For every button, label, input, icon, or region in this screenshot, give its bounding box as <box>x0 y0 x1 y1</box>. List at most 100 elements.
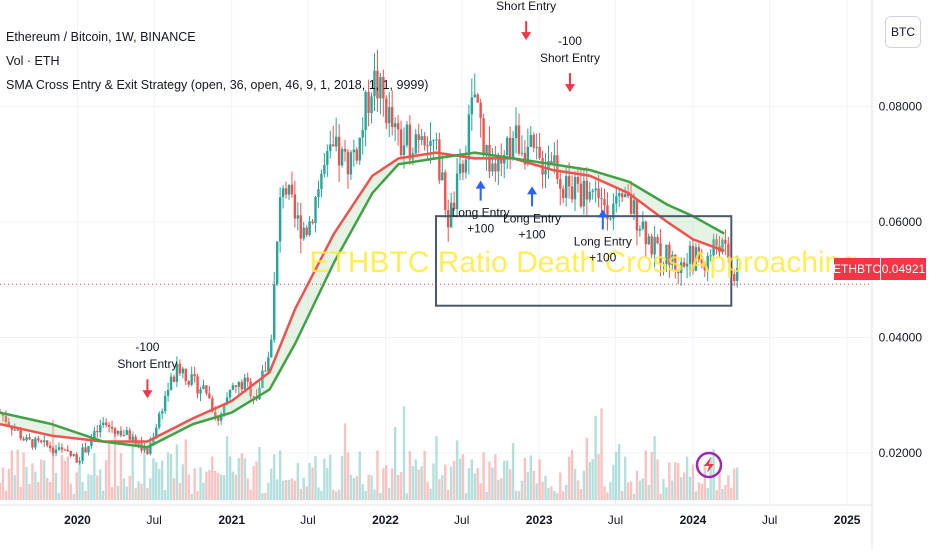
candle-body <box>96 430 99 433</box>
candle-body <box>576 176 580 184</box>
candle-body <box>641 221 645 229</box>
legend-symbol[interactable]: Ethereum / Bitcoin, 1W, BINANCE <box>6 30 196 44</box>
candle-body <box>553 155 556 164</box>
candle-body <box>479 102 482 119</box>
candle-body <box>638 228 642 231</box>
signal-qty: -100 <box>135 340 159 354</box>
candle-body <box>60 447 64 450</box>
volume-bar <box>647 484 650 500</box>
candle-body <box>122 434 126 436</box>
candle-body <box>137 441 140 446</box>
candle-body <box>81 447 84 461</box>
time-axis-label: Jul <box>608 513 623 527</box>
candle-body <box>113 428 117 434</box>
candle-body <box>290 184 294 195</box>
candle-body <box>63 449 67 451</box>
volume-bar <box>724 484 727 500</box>
volume-bar <box>488 461 491 500</box>
candle-body <box>175 363 179 382</box>
volume-bar <box>520 480 524 500</box>
volume-bar <box>4 490 8 500</box>
candle-body <box>246 377 249 382</box>
volume-bar <box>107 441 111 500</box>
candle-body <box>275 241 279 285</box>
candle-body <box>376 70 379 99</box>
volume-bar <box>246 478 249 500</box>
candle-body <box>51 448 55 454</box>
volume-bar <box>329 454 332 500</box>
volume-bar <box>134 488 137 500</box>
volume-bar <box>340 455 344 500</box>
candle-body <box>340 148 344 166</box>
volume-bar <box>600 408 603 500</box>
volume-bar <box>564 484 568 500</box>
candle-body <box>243 377 246 390</box>
volume-bar <box>60 454 64 500</box>
volume-bar <box>547 487 550 500</box>
candle-body <box>562 188 565 198</box>
candle-body <box>284 188 288 195</box>
volume-bar <box>514 490 518 500</box>
volume-bar <box>615 451 618 500</box>
volume-bar <box>420 466 423 500</box>
candle-body <box>677 269 680 274</box>
candle-body <box>308 221 311 236</box>
candle-body <box>40 440 43 443</box>
candle-body <box>615 196 618 204</box>
signal-label: Long Entry <box>452 206 510 220</box>
volume-bar <box>376 450 379 500</box>
candle-body <box>355 149 359 161</box>
volume-bar <box>553 490 556 500</box>
volume-bar <box>93 453 96 500</box>
volume-bar <box>37 482 40 500</box>
candle-body <box>612 203 615 219</box>
candle-body <box>458 163 462 174</box>
currency-button[interactable]: BTC <box>885 16 921 48</box>
candle-body <box>287 184 291 195</box>
volume-bar <box>10 450 13 500</box>
volume-bar <box>302 477 305 500</box>
volume-bar <box>626 482 630 500</box>
volume-bar <box>7 468 11 500</box>
volume-bar <box>393 427 397 500</box>
volume-bar <box>603 486 606 500</box>
candle-body <box>694 247 698 271</box>
candle-body <box>258 387 261 400</box>
volume-bar <box>606 492 609 500</box>
volume-bar <box>494 454 497 500</box>
volume-bar <box>137 481 140 500</box>
candle-body <box>600 198 603 200</box>
volume-bar <box>390 468 394 500</box>
volume-bar <box>222 475 226 500</box>
candle-body <box>116 430 120 434</box>
volume-bar <box>674 461 677 500</box>
volume-bar <box>128 475 131 500</box>
signal-label: Short Entry <box>540 51 600 65</box>
volume-bar <box>0 483 2 500</box>
candle-body <box>623 193 627 198</box>
candle-body <box>278 197 282 242</box>
volume-bar <box>697 482 701 500</box>
legend-volume[interactable]: Vol · ETH <box>6 54 60 68</box>
candle-body <box>559 179 562 189</box>
signal-qty: -100 <box>558 34 582 48</box>
volume-bar <box>66 456 70 500</box>
candle-body <box>314 197 317 224</box>
candle-body <box>208 393 211 399</box>
long-arrow-head <box>527 186 538 195</box>
volume-bar <box>364 490 367 500</box>
candle-body <box>273 284 276 340</box>
candle-body <box>293 194 297 219</box>
candle-body <box>606 205 609 219</box>
sma-slow-line <box>0 151 725 449</box>
candle-body <box>497 157 500 172</box>
candle-body <box>441 172 444 181</box>
volume-bar <box>470 459 474 500</box>
candle-body <box>125 430 128 435</box>
legend-strategy[interactable]: SMA Cross Entry & Exit Strategy (open, 3… <box>6 78 429 92</box>
signal-qty: +100 <box>467 222 494 236</box>
volume-bar <box>181 464 185 500</box>
volume-bar <box>447 489 450 500</box>
volume-bar <box>629 481 633 500</box>
